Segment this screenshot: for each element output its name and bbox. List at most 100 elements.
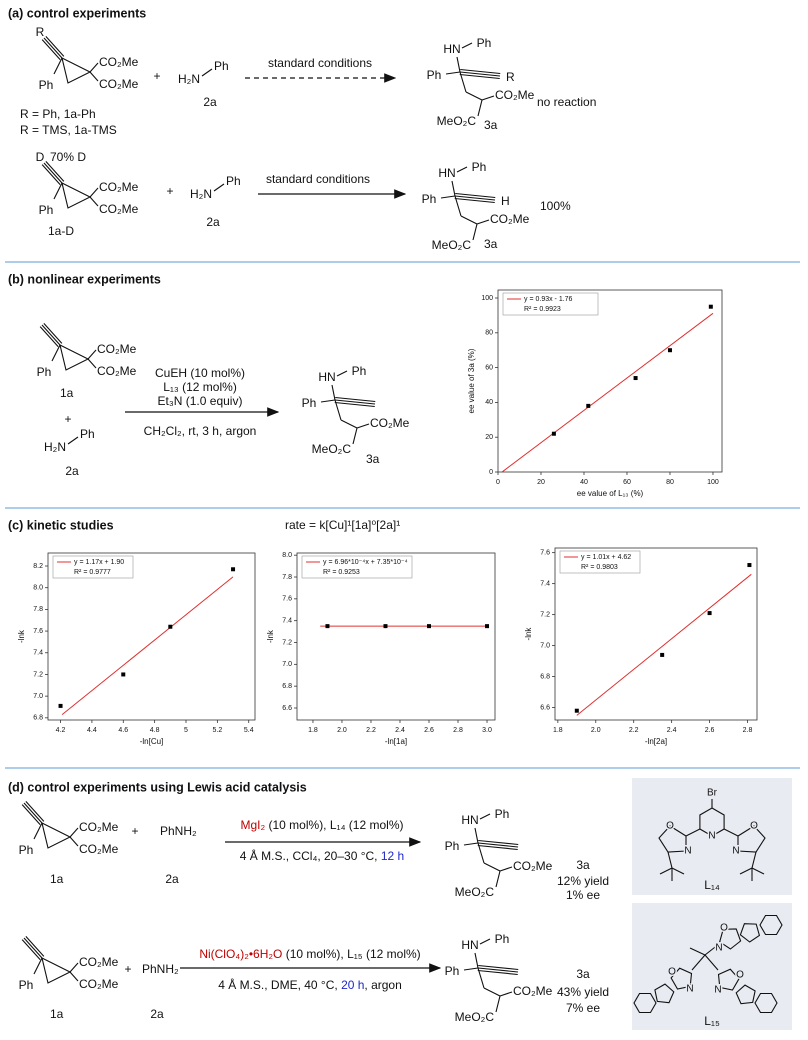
y-tick-label: 6.8 <box>282 683 292 690</box>
legend-text: y = 1.01x + 4.62 <box>581 554 631 561</box>
indane <box>754 992 778 1014</box>
bond <box>25 800 45 822</box>
x-tick-label: 40 <box>580 479 588 486</box>
y-tick-label: 8.0 <box>33 585 43 592</box>
data-point <box>168 624 173 629</box>
substituent: Ph <box>495 807 510 821</box>
panel-header: (a) control experiments <box>8 6 146 20</box>
y-tick-label: 80 <box>485 330 493 337</box>
substituent: Ph <box>477 36 492 50</box>
result-text: no reaction <box>537 95 596 109</box>
bond <box>201 68 213 77</box>
bond <box>89 62 99 73</box>
bond <box>43 322 63 344</box>
bond <box>335 396 376 403</box>
substituent: CO₂Me <box>495 88 535 102</box>
bond <box>667 851 673 869</box>
atom-label: Br <box>707 788 718 799</box>
data-point <box>121 672 126 677</box>
substituent: CO₂Me <box>79 820 119 834</box>
legend-text: y = 0.93x - 1.76 <box>524 296 573 303</box>
bond <box>477 99 483 117</box>
bond <box>51 344 61 362</box>
atom-label: N <box>686 984 693 995</box>
substituent: Ph <box>352 364 367 378</box>
condition-line: MgI₂ (10 mol%), L₁₄ (12 mol%) <box>241 818 404 832</box>
legend-text: R² = 0.9777 <box>74 569 111 576</box>
compound-label: 2a <box>65 464 79 478</box>
x-tick-label: 2.4 <box>667 727 677 734</box>
result-text: 3a <box>576 967 590 981</box>
atom-label: N <box>714 985 721 996</box>
cyclopropane <box>59 343 90 371</box>
fit-line <box>501 312 714 473</box>
atom-label: O <box>720 923 728 934</box>
substituent: CO₂Me <box>490 212 530 226</box>
substituent: R <box>36 25 45 39</box>
substituent: CO₂Me <box>99 180 139 194</box>
annotation: 70% D <box>50 150 86 164</box>
data-point <box>325 624 330 629</box>
bond <box>334 399 342 421</box>
bond <box>481 95 495 101</box>
substituent: HN <box>438 166 455 180</box>
legend-text: R² = 0.9923 <box>524 306 561 313</box>
substituent: Ph <box>302 396 317 410</box>
compound-label: R = TMS, 1a-TMS <box>20 123 117 137</box>
bond <box>454 195 496 201</box>
bond <box>671 867 685 875</box>
substituent: CO₂Me <box>79 977 119 991</box>
condition-line: Et₃N (1.0 equiv) <box>158 394 243 408</box>
panel-header: (c) kinetic studies <box>8 518 114 532</box>
x-tick-label: 2.2 <box>629 727 639 734</box>
x-tick-label: 2.0 <box>591 727 601 734</box>
y-tick-label: 20 <box>485 434 493 441</box>
ligand-label: L₁₅ <box>704 1014 720 1028</box>
y-tick-label: 7.2 <box>540 611 550 618</box>
plot-frame <box>554 547 758 721</box>
rate-law: rate = k[Cu]¹[1a]⁰[2a]¹ <box>285 518 400 532</box>
bond <box>41 39 61 61</box>
x-axis-label: ee value of L₁₃ (%) <box>577 489 644 498</box>
bond <box>41 164 61 186</box>
condition-text: MgI₂ <box>241 818 266 832</box>
condition-text: CuEH (10 mol%) <box>155 366 245 380</box>
bond <box>33 822 43 840</box>
substituent: D <box>36 150 45 164</box>
compound-label: 1a <box>50 1007 64 1021</box>
ligand-label: L₁₄ <box>704 878 720 892</box>
substituent: MeO₂C <box>432 238 472 252</box>
bond <box>472 223 478 241</box>
compound-label: 1a <box>60 386 74 400</box>
substituent: CO₂Me <box>79 842 119 856</box>
x-tick-label: 5.2 <box>212 727 222 734</box>
plot-frame <box>296 552 496 721</box>
condition-text: 4 Å M.S., DME, 40 °C, <box>218 977 341 992</box>
y-tick-label: 7.4 <box>33 650 43 657</box>
compound-label: 2a <box>165 872 179 886</box>
substituent: Ph <box>472 160 487 174</box>
bond <box>23 937 43 959</box>
legend-text: R² = 0.9253 <box>323 569 360 576</box>
y-tick-label: 6.8 <box>33 715 43 722</box>
pyridine <box>699 807 725 837</box>
oxazoline <box>670 967 693 990</box>
bond <box>352 427 358 445</box>
y-tick-label: 7.6 <box>33 628 43 635</box>
result-text: 7% ee <box>566 1001 600 1015</box>
legend-box <box>502 292 599 316</box>
bond <box>739 867 753 875</box>
bond <box>495 995 501 1013</box>
x-tick-label: 2.6 <box>424 727 434 734</box>
bond <box>21 804 41 826</box>
bond <box>455 192 496 199</box>
bond <box>478 839 519 846</box>
indane <box>739 923 761 943</box>
substituent: Ph <box>19 978 34 992</box>
bond <box>685 828 701 837</box>
substituent: Ph <box>427 68 442 82</box>
compound-label: 1a-D <box>48 224 74 238</box>
substituent: Ph <box>39 78 54 92</box>
bond <box>691 954 706 971</box>
x-tick-label: 5 <box>184 727 188 734</box>
